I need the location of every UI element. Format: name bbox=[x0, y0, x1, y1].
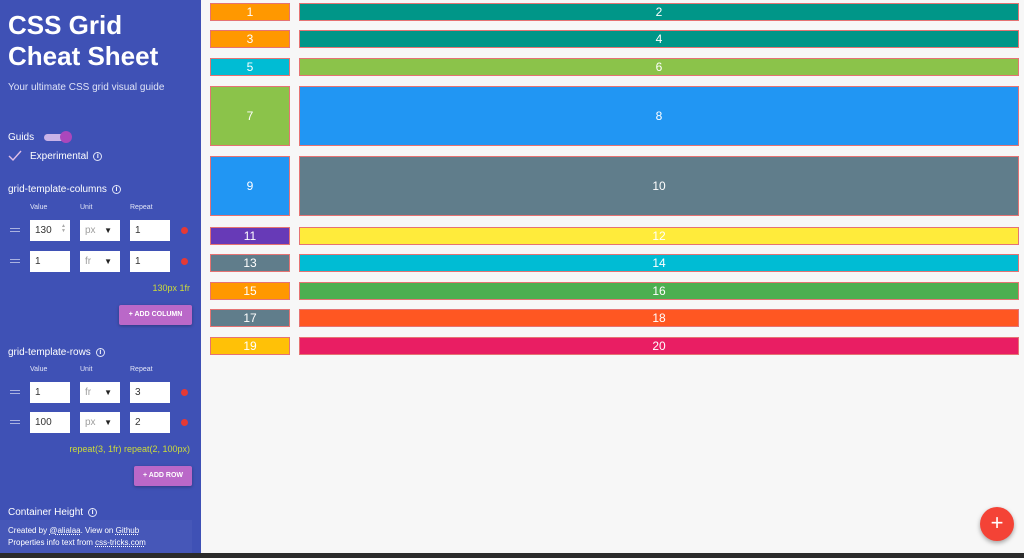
grid-item-8[interactable]: 8 bbox=[299, 86, 1019, 146]
github-link[interactable]: Github bbox=[115, 526, 140, 535]
unit-text: fr bbox=[85, 387, 92, 398]
dropdown-arrow-icon: ▼ bbox=[104, 388, 112, 397]
column-value-input[interactable]: 1 bbox=[30, 251, 70, 272]
container-height-title: Container Height i bbox=[8, 507, 98, 518]
unit-text: fr bbox=[85, 256, 92, 267]
unit-header: Unit bbox=[80, 366, 93, 373]
guids-toggle[interactable] bbox=[44, 131, 73, 143]
info-icon[interactable]: i bbox=[95, 348, 105, 357]
info-icon[interactable]: i bbox=[111, 185, 121, 194]
row-repeat-input[interactable]: 3 bbox=[130, 382, 170, 403]
page-title: CSS Grid Cheat Sheet bbox=[8, 10, 159, 71]
columns-summary: 130px 1fr bbox=[152, 283, 190, 293]
row-value-input[interactable]: 100 bbox=[30, 412, 70, 433]
author-link[interactable]: @alialaa bbox=[49, 526, 81, 535]
grid-item-17[interactable]: 17 bbox=[210, 309, 290, 327]
footer: Created by @alialaa. View on Github Prop… bbox=[0, 520, 192, 556]
grid-item-2[interactable]: 2 bbox=[299, 3, 1019, 21]
columns-section-title: grid-template-columns i bbox=[8, 184, 121, 195]
grid-item-10[interactable]: 10 bbox=[299, 156, 1019, 216]
repeat-header: Repeat bbox=[130, 366, 153, 373]
delete-row-icon[interactable] bbox=[181, 419, 188, 426]
footer-text: Created by bbox=[8, 526, 50, 535]
grid-item-3[interactable]: 3 bbox=[210, 30, 290, 48]
dropdown-arrow-icon: ▼ bbox=[104, 226, 112, 235]
footer-text: Properties info text from bbox=[8, 538, 96, 547]
toggle-knob bbox=[60, 131, 73, 143]
dropdown-arrow-icon: ▼ bbox=[104, 257, 112, 266]
row-unit-select[interactable]: px ▼ bbox=[80, 412, 120, 433]
sidebar: CSS Grid Cheat Sheet Your ultimate CSS g… bbox=[0, 0, 201, 558]
tagline: Your ultimate CSS grid visual guide bbox=[8, 82, 165, 93]
add-item-fab[interactable]: + bbox=[980, 507, 1014, 541]
rows-section-title: grid-template-rows i bbox=[8, 347, 105, 358]
grid-preview: 1 2 3 4 5 6 7 8 9 10 11 12 13 14 15 16 17 18 19 20 bbox=[201, 0, 1024, 553]
grid-item-15[interactable]: 15 bbox=[210, 282, 290, 300]
rows-title-text: grid-template-rows bbox=[8, 347, 91, 358]
unit-text: px bbox=[85, 225, 96, 236]
row-value-input[interactable]: 1 bbox=[30, 382, 70, 403]
grid-item-1[interactable]: 1 bbox=[210, 3, 290, 21]
grid-item-6[interactable]: 6 bbox=[299, 58, 1019, 76]
value-header: Value bbox=[30, 204, 48, 211]
guids-label: Guids bbox=[8, 131, 35, 143]
row-repeat-input[interactable]: 2 bbox=[130, 412, 170, 433]
repeat-header: Repeat bbox=[130, 204, 153, 211]
grid-item-14[interactable]: 14 bbox=[299, 254, 1019, 272]
grid-item-5[interactable]: 5 bbox=[210, 58, 290, 76]
toggle-track bbox=[44, 134, 69, 141]
unit-header: Unit bbox=[80, 204, 93, 211]
rows-summary: repeat(3, 1fr) repeat(2, 100px) bbox=[69, 444, 190, 454]
grid-item-7[interactable]: 7 bbox=[210, 86, 290, 146]
delete-row-icon[interactable] bbox=[181, 227, 188, 234]
grid-item-12[interactable]: 12 bbox=[299, 227, 1019, 245]
row-unit-select[interactable]: fr ▼ bbox=[80, 382, 120, 403]
column-unit-select[interactable]: px ▼ bbox=[80, 220, 120, 241]
add-column-button[interactable]: + ADD COLUMN bbox=[119, 305, 192, 325]
drag-handle-icon[interactable] bbox=[10, 390, 20, 396]
bottom-bar bbox=[0, 553, 1024, 558]
guids-row: Guids bbox=[8, 131, 73, 143]
grid-item-16[interactable]: 16 bbox=[299, 282, 1019, 300]
dropdown-arrow-icon: ▼ bbox=[104, 418, 112, 427]
grid-item-4[interactable]: 4 bbox=[299, 30, 1019, 48]
experimental-label: Experimental bbox=[30, 150, 89, 162]
drag-handle-icon[interactable] bbox=[10, 420, 20, 426]
value-header: Value bbox=[30, 366, 48, 373]
column-unit-select[interactable]: fr ▼ bbox=[80, 251, 120, 272]
add-row-button[interactable]: + ADD ROW bbox=[134, 466, 192, 486]
drag-handle-icon[interactable] bbox=[10, 228, 20, 234]
footer-properties: Properties info text from css-tricks.com bbox=[8, 537, 184, 549]
info-icon[interactable]: i bbox=[93, 151, 103, 161]
value-text: 130 bbox=[35, 225, 52, 236]
grid-item-20[interactable]: 20 bbox=[299, 337, 1019, 355]
column-repeat-input[interactable]: 1 bbox=[130, 220, 170, 241]
container-height-text: Container Height bbox=[8, 507, 84, 518]
css-tricks-link[interactable]: css-tricks.com bbox=[95, 538, 146, 547]
check-icon[interactable] bbox=[8, 150, 22, 162]
grid-item-19[interactable]: 19 bbox=[210, 337, 290, 355]
delete-row-icon[interactable] bbox=[181, 258, 188, 265]
drag-handle-icon[interactable] bbox=[10, 259, 20, 265]
grid-item-11[interactable]: 11 bbox=[210, 227, 290, 245]
grid-item-18[interactable]: 18 bbox=[299, 309, 1019, 327]
columns-title-text: grid-template-columns bbox=[8, 184, 107, 195]
info-icon[interactable]: i bbox=[88, 508, 98, 517]
column-repeat-input[interactable]: 1 bbox=[130, 251, 170, 272]
spinner-icon[interactable]: ▲ ▼ bbox=[61, 223, 66, 234]
delete-row-icon[interactable] bbox=[181, 389, 188, 396]
grid-item-9[interactable]: 9 bbox=[210, 156, 290, 216]
footer-text: . View on bbox=[80, 526, 116, 535]
footer-credit: Created by @alialaa. View on Github bbox=[8, 525, 184, 537]
grid-item-13[interactable]: 13 bbox=[210, 254, 290, 272]
unit-text: px bbox=[85, 417, 96, 428]
column-value-input[interactable]: 130 ▲ ▼ bbox=[30, 220, 70, 241]
experimental-row: Experimental i bbox=[8, 150, 103, 162]
